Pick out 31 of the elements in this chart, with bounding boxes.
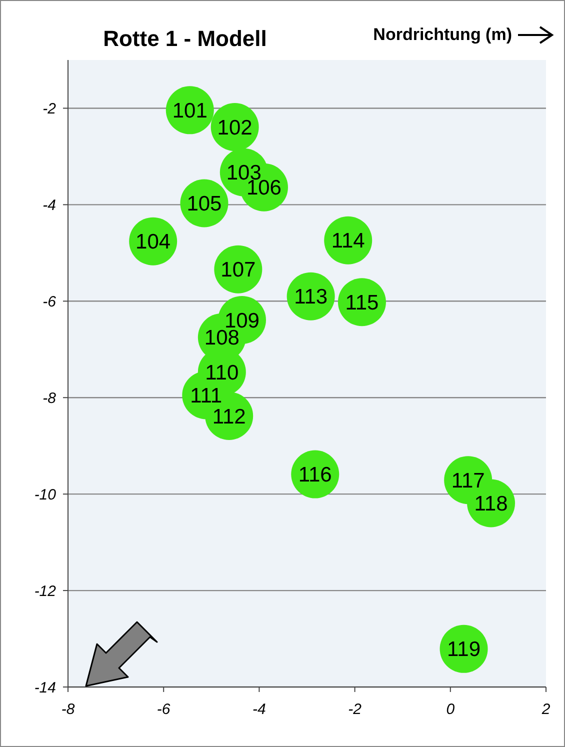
annotation: 115 — [345, 291, 379, 314]
annotation: 114 — [331, 230, 366, 253]
annotation: 111 — [190, 384, 222, 408]
y-tick-label: -8 — [42, 390, 57, 407]
y-tick-label: -14 — [34, 679, 56, 696]
x-tick-label: -4 — [252, 701, 266, 718]
annotation: 112 — [212, 405, 246, 428]
annotation: 104 — [136, 230, 171, 254]
y-tick-label: -4 — [42, 196, 56, 214]
x-tick-label: -8 — [61, 701, 76, 718]
x-tick-label: -6 — [156, 701, 171, 718]
annotation: 116 — [298, 464, 332, 487]
annotation: 118 — [474, 492, 508, 516]
x-tick-label: 0 — [446, 701, 456, 718]
annotation: 107 — [220, 258, 256, 282]
x-tick-label: -2 — [348, 701, 362, 718]
x-tick-label: 2 — [540, 701, 551, 718]
annotation: 108 — [204, 326, 240, 350]
y-tick-label: -10 — [34, 486, 57, 504]
annotation: 113 — [294, 286, 328, 309]
chart-title: Rotte 1 - Modell — [103, 26, 267, 51]
annotation: 117 — [451, 469, 485, 492]
annotation: 110 — [205, 361, 239, 384]
y-tick-label: -12 — [34, 582, 57, 600]
annotation: 119 — [447, 638, 481, 662]
annotation: 105 — [186, 192, 222, 216]
annotation: 102 — [217, 116, 252, 140]
annotation: 101 — [172, 100, 208, 123]
y-tick-label: -6 — [42, 293, 57, 310]
x-axis-title: Nordrichtung (m) — [373, 25, 512, 44]
y-tick-label: -2 — [42, 100, 57, 118]
